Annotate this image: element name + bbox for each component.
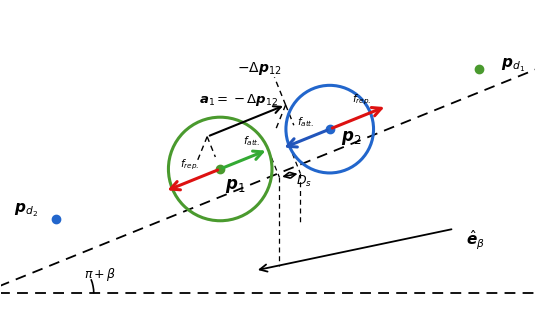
Text: $\pi + \beta$: $\pi + \beta$ bbox=[84, 266, 116, 284]
Text: $\boldsymbol{p}_2$: $\boldsymbol{p}_2$ bbox=[341, 129, 362, 147]
Text: $-\Delta\boldsymbol{p}_{12}$: $-\Delta\boldsymbol{p}_{12}$ bbox=[237, 60, 282, 77]
Text: $\boldsymbol{p}_{d_2}$: $\boldsymbol{p}_{d_2}$ bbox=[14, 202, 38, 219]
Text: $\boldsymbol{p}_1$: $\boldsymbol{p}_1$ bbox=[225, 177, 245, 195]
Text: $\boldsymbol{a}_1 = -\Delta\boldsymbol{p}_{12}$: $\boldsymbol{a}_1 = -\Delta\boldsymbol{p… bbox=[199, 92, 279, 108]
Text: $\hat{\boldsymbol{e}}_\beta$: $\hat{\boldsymbol{e}}_\beta$ bbox=[466, 229, 485, 252]
Text: $f_{rep.}$: $f_{rep.}$ bbox=[180, 158, 199, 172]
Text: $D_s$: $D_s$ bbox=[296, 174, 312, 189]
Text: $f_{rep.}$: $f_{rep.}$ bbox=[352, 93, 371, 107]
Text: $\boldsymbol{p}_{d_1}$: $\boldsymbol{p}_{d_1}$ bbox=[501, 56, 525, 74]
Text: $f_{att.}$: $f_{att.}$ bbox=[297, 115, 315, 129]
Text: $f_{att.}$: $f_{att.}$ bbox=[243, 134, 260, 148]
